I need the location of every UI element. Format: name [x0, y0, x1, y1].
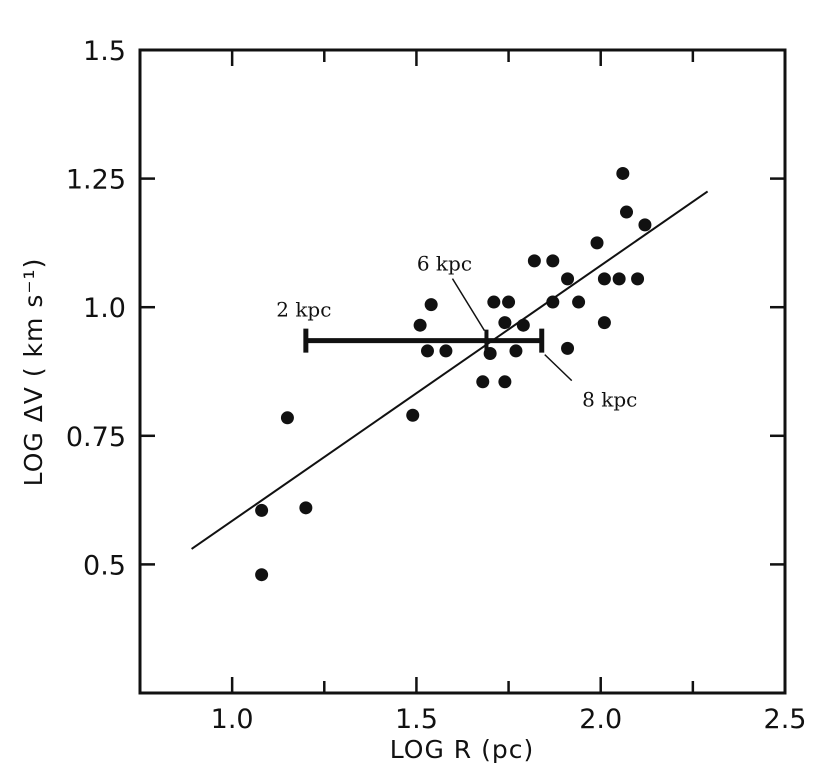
annotation-2kpc: 2 kpc: [276, 298, 331, 322]
y-axis-label: LOG ΔV ( km s⁻¹): [19, 258, 48, 487]
annotation-6kpc-leader: [451, 278, 486, 332]
data-point: [561, 272, 575, 286]
axis-ticks: [138, 48, 787, 693]
y-tick-label: 1.0: [83, 293, 126, 324]
y-tick-labels: 0.5 0.75 1.0 1.25 1.5: [66, 36, 126, 581]
x-tick-labels: 1.0 1.5 2.0 2.5: [211, 704, 807, 735]
data-point: [406, 408, 420, 422]
annotation-6kpc: 6 kpc: [417, 252, 472, 276]
data-point: [413, 318, 427, 332]
data-point: [546, 254, 560, 268]
annotations: 2 kpc 6 kpc 8 kpc: [276, 252, 637, 412]
data-point: [516, 318, 530, 332]
fit-line: [191, 190, 709, 550]
data-point: [612, 272, 626, 286]
x-tick-label: 2.0: [579, 704, 622, 735]
data-point: [476, 375, 490, 389]
x-tick-label: 2.5: [764, 704, 807, 735]
distance-bar: [303, 328, 545, 353]
data-point: [498, 316, 512, 330]
data-point: [572, 295, 586, 309]
data-point: [420, 344, 434, 358]
data-point: [439, 344, 453, 358]
data-point: [299, 501, 313, 515]
data-point: [424, 298, 438, 312]
y-tick-label: 0.5: [83, 550, 126, 581]
data-point: [590, 236, 604, 250]
data-point: [255, 503, 269, 517]
data-point: [631, 272, 645, 286]
y-tick-label: 0.75: [66, 422, 126, 453]
plot-frame: [138, 48, 787, 695]
data-point: [561, 341, 575, 355]
annotation-8kpc-leader: [544, 354, 573, 382]
x-tick-label: 1.5: [395, 704, 438, 735]
x-axis-label: LOG R (pc): [390, 735, 534, 764]
data-point: [597, 316, 611, 330]
data-point: [616, 166, 630, 180]
data-point: [546, 295, 560, 309]
y-tick-label: 1.5: [83, 36, 126, 67]
data-point: [527, 254, 541, 268]
data-point: [509, 344, 523, 358]
annotation-8kpc: 8 kpc: [582, 388, 637, 412]
data-point: [597, 272, 611, 286]
y-tick-label: 1.25: [66, 165, 126, 196]
data-point: [498, 375, 512, 389]
data-point: [280, 411, 294, 425]
data-point: [638, 218, 652, 232]
data-point: [255, 568, 269, 582]
data-point: [502, 295, 516, 309]
data-points: [255, 166, 652, 582]
data-point: [620, 205, 634, 219]
data-point: [487, 295, 501, 309]
x-tick-label: 1.0: [211, 704, 254, 735]
